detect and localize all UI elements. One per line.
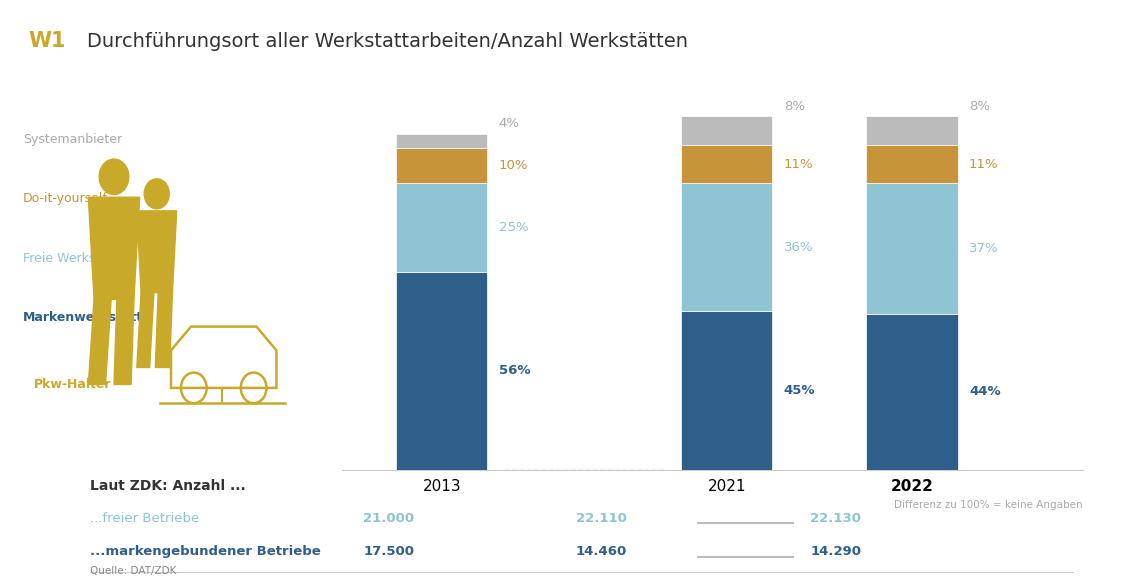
Bar	[866, 144, 958, 183]
Text: 25%: 25%	[499, 221, 528, 234]
Text: Systemanbieter: Systemanbieter	[23, 133, 122, 146]
Text: 56%: 56%	[499, 364, 530, 377]
Text: 17.500: 17.500	[364, 545, 414, 558]
Text: Freie Werkstatt: Freie Werkstatt	[23, 252, 117, 265]
Bar	[682, 116, 772, 144]
Bar	[866, 116, 958, 144]
Text: 14.290: 14.290	[811, 545, 861, 558]
Text: 37%: 37%	[969, 242, 999, 255]
Circle shape	[145, 179, 170, 209]
Text: 11%: 11%	[784, 157, 813, 170]
Text: 14.460: 14.460	[576, 545, 627, 558]
Text: Markenwerkstatt: Markenwerkstatt	[23, 311, 142, 323]
Polygon shape	[137, 211, 177, 292]
Bar	[397, 148, 488, 183]
Text: Laut ZDK: Anzahl ...: Laut ZDK: Anzahl ...	[90, 478, 245, 492]
Polygon shape	[89, 299, 112, 384]
Text: 11%: 11%	[969, 157, 999, 170]
Bar	[866, 314, 958, 470]
Text: 10%: 10%	[499, 159, 528, 172]
Text: 21.000: 21.000	[364, 512, 415, 525]
Polygon shape	[89, 197, 140, 299]
Text: 45%: 45%	[784, 384, 815, 397]
Bar	[397, 134, 488, 148]
Text: 44%: 44%	[969, 386, 1001, 399]
Text: 8%: 8%	[969, 100, 990, 113]
Text: Quelle: DAT/ZDK: Quelle: DAT/ZDK	[90, 565, 176, 575]
Text: 36%: 36%	[784, 241, 813, 254]
Bar	[397, 272, 488, 470]
Circle shape	[99, 159, 129, 194]
Text: ...markengebundener Betriebe: ...markengebundener Betriebe	[90, 545, 320, 558]
Polygon shape	[114, 299, 135, 384]
Bar	[682, 144, 772, 183]
Bar	[397, 183, 488, 272]
Bar	[866, 183, 958, 314]
Text: W1: W1	[28, 31, 66, 51]
Text: 4%: 4%	[499, 117, 520, 130]
Text: Differenz zu 100% = keine Angaben: Differenz zu 100% = keine Angaben	[895, 500, 1083, 510]
Bar	[682, 311, 772, 470]
Bar	[682, 183, 772, 311]
Text: Do-it-yourself: Do-it-yourself	[23, 193, 107, 205]
Text: 22.130: 22.130	[811, 512, 861, 525]
Text: Durchführungsort aller Werkstattarbeiten/Anzahl Werkstätten: Durchführungsort aller Werkstattarbeiten…	[88, 32, 689, 50]
Text: 8%: 8%	[784, 100, 805, 113]
Polygon shape	[155, 292, 172, 367]
Polygon shape	[137, 292, 154, 367]
Text: ...freier Betriebe: ...freier Betriebe	[90, 512, 198, 525]
Text: 22.110: 22.110	[576, 512, 627, 525]
Text: Pkw-Halter: Pkw-Halter	[34, 378, 112, 391]
